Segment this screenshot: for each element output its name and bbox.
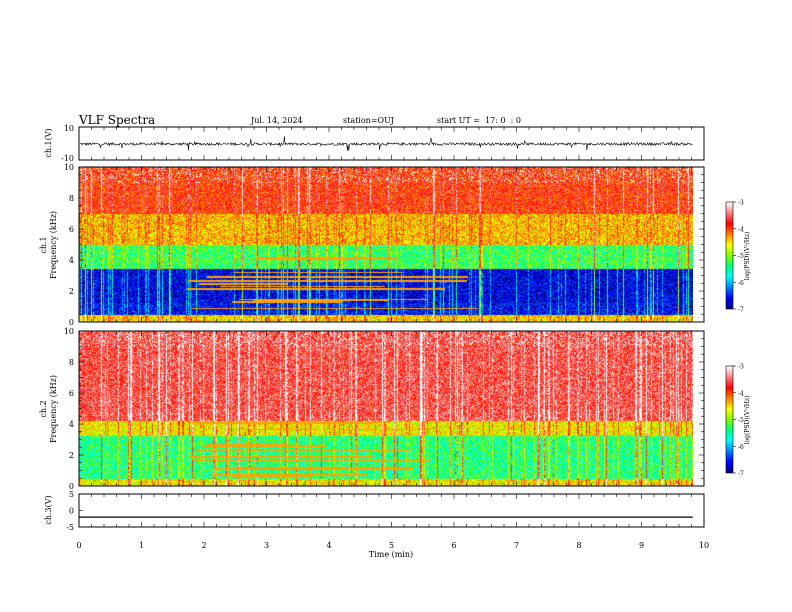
ch3-ylabel: ch.3(V)	[44, 495, 53, 524]
ch1-colorbar-label: log(PSD)(V²/Hz)	[744, 232, 751, 281]
ch1-colorbar	[726, 202, 733, 309]
date-label: Jul. 14, 2024	[251, 116, 303, 125]
station-label: station=OUJ	[343, 116, 394, 125]
ch3-waveform-yticks: 5 0 -5	[66, 490, 83, 532]
x-axis-label: Time (min)	[369, 550, 413, 559]
ch3-waveform-ticks	[78, 494, 705, 527]
x-tick-label-0: 0	[76, 541, 81, 550]
x-tick-label-10: 10	[699, 541, 709, 550]
x-tick-label-3: 3	[264, 541, 269, 550]
ch1-colorbar-ticks: -3 -4 -5 -6 -7	[733, 200, 744, 314]
ch2-colorbar-ticks: -3 -4 -5 -6 -7	[733, 364, 744, 478]
ytick-label-2-2: 2	[69, 451, 74, 460]
ch1-waveform-panel: 10 -10 ch.1(V)	[44, 124, 705, 163]
ch3-ytick-label-0: 0	[69, 507, 74, 516]
x-tick-label-9: 9	[639, 541, 644, 550]
ytick-label-2-8: 8	[69, 358, 74, 367]
time-axis-tick-labels: 0 1 2 3 4 5 6 7 8 9 10	[76, 541, 709, 550]
cb-tick-label-1--6: -6	[738, 280, 744, 287]
cb-tick-label-2--4: -4	[738, 390, 744, 397]
ytick-label-1-10: 10	[64, 163, 74, 172]
x-tick-label-8: 8	[576, 541, 581, 550]
x-tick-label-2: 2	[201, 541, 206, 550]
ytick-label-2-6: 6	[69, 389, 74, 398]
cb-tick-label-1--4: -4	[738, 226, 744, 233]
ytick-label-1-8: 8	[69, 194, 74, 203]
ch1-spectrogram-ylabel: Frequency (kHz)	[49, 211, 58, 279]
ch1-spectrogram-image	[79, 167, 693, 322]
ch2-spectrogram-channel-label: ch.2	[39, 400, 48, 417]
ch2-colorbar	[726, 366, 733, 473]
ytick-label-2-4: 4	[69, 420, 74, 429]
ch1-spectrogram-channel-label: ch.1	[39, 236, 48, 253]
cb-tick-label-1--7: -7	[738, 307, 744, 314]
ch1-waveform-ticks	[78, 127, 705, 160]
ch1-ylabel: ch.1(V)	[44, 128, 53, 157]
cb-tick-label-2--5: -5	[738, 417, 744, 424]
ch1-ytick-bottom: -10	[61, 154, 74, 163]
ytick-label-2-10: 10	[64, 327, 74, 336]
x-tick-label-1: 1	[139, 541, 144, 550]
x-tick-label-5: 5	[389, 541, 394, 550]
x-tick-label-6: 6	[451, 541, 456, 550]
ytick-label-1-0: 0	[69, 318, 74, 327]
cb-tick-label-1--3: -3	[738, 200, 744, 207]
ch1-ytick-top: 10	[64, 124, 74, 133]
ytick-label-1-6: 6	[69, 225, 74, 234]
ch2-colorbar-label: log(PSD)(V²/Hz)	[744, 396, 751, 445]
ch3-waveform-panel: 50-5 ch.3(V) 0 1 2 3 4 5 6 7 8 9 10 Time (min)	[44, 490, 709, 559]
figure-title: VLF Spectra	[79, 113, 156, 127]
ch1-spectrogram-yticks: 0 2 4 6 8 10	[64, 163, 704, 327]
ch2-spectrogram-ylabel: Frequency (kHz)	[49, 375, 58, 443]
cb-tick-label-1--5: -5	[738, 253, 744, 260]
ch1-spectrogram-ticks	[78, 167, 705, 322]
cb-tick-label-2--7: -7	[738, 471, 744, 478]
cb-tick-label-2--3: -3	[738, 364, 744, 371]
ch2-spectrogram-ticks	[78, 331, 705, 486]
ch2-spectrogram-image	[79, 331, 693, 486]
ytick-label-1-4: 4	[69, 256, 74, 265]
ytick-label-2-0: 0	[69, 482, 74, 491]
ytick-label-1-2: 2	[69, 287, 74, 296]
ch3-ytick-label-5: 5	[69, 490, 74, 499]
start-time-label: start UT = 17: 0 : 0	[437, 116, 522, 125]
ch2-spectrogram-yticks: 0 2 4 6 8 10	[64, 327, 704, 491]
x-tick-label-4: 4	[326, 541, 331, 550]
ch3-waveform-frame	[78, 493, 705, 528]
ch1-waveform-line	[80, 136, 693, 151]
cb-tick-label-2--6: -6	[738, 444, 744, 451]
x-tick-label-7: 7	[514, 541, 519, 550]
ch3-ytick-label--5: -5	[66, 523, 74, 532]
